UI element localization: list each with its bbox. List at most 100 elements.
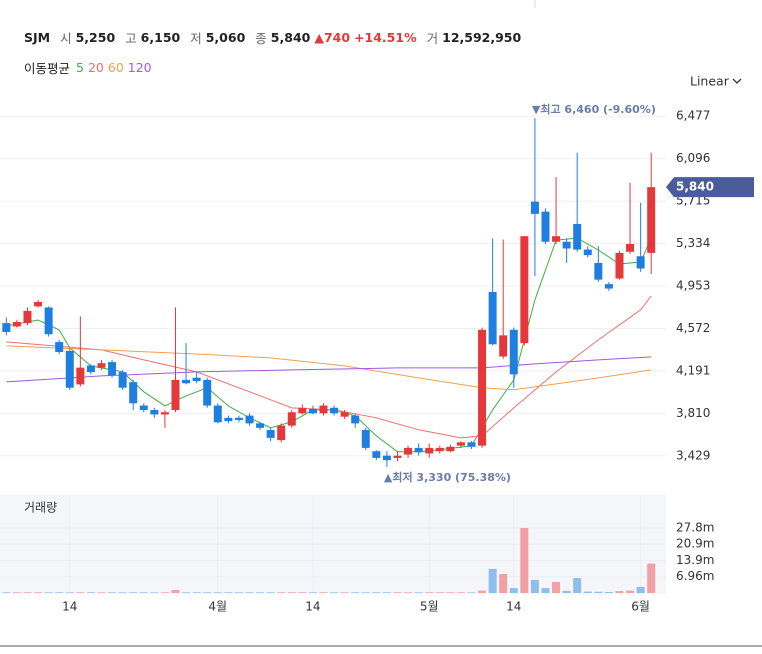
y-tick-label: 5,334: [676, 236, 710, 250]
value: 5,060: [205, 30, 246, 45]
candle-body: [171, 379, 180, 411]
volume-bar: [234, 592, 243, 593]
volume-bar: [308, 592, 317, 593]
ma-label: 이동평균: [24, 61, 71, 76]
y-tick-label: 4,191: [676, 363, 710, 377]
volume-bar: [55, 592, 64, 593]
y2-tick-label: 6.96m: [676, 569, 714, 583]
value: 6,150: [140, 30, 181, 45]
x-tick-label: 4월: [208, 600, 227, 614]
volume-bar: [562, 590, 571, 593]
candle-body: [160, 412, 169, 415]
candle-body: [34, 301, 43, 307]
candle-body: [499, 335, 508, 357]
volume-bar: [446, 592, 455, 593]
volume-bar: [541, 588, 550, 593]
volume-bar: [626, 590, 635, 593]
volume-bar: [182, 592, 191, 593]
volume-bar: [319, 592, 328, 593]
candle-body: [604, 284, 613, 289]
change-pct: +14.51%: [354, 30, 417, 45]
candle-body: [234, 417, 243, 421]
y-tick-label: 6,096: [676, 151, 710, 165]
y2-tick-label: 20.9m: [676, 537, 714, 551]
volume-bar: [12, 592, 21, 593]
candle-body: [192, 377, 201, 382]
label: 고: [125, 31, 137, 46]
quote-header: SJM 시 5,250 고 6,150 저 5,060 종 5,840 ▲740 +14.…: [24, 28, 521, 47]
volume-bar: [23, 592, 32, 593]
volume-bar: [266, 592, 275, 593]
candle-body: [467, 442, 476, 447]
volume-bar: [414, 592, 423, 593]
candle-body: [287, 412, 296, 426]
volume-bar: [224, 592, 233, 593]
candle-body: [319, 405, 328, 414]
volume-bar: [552, 582, 561, 593]
chevron[interactable]: [732, 78, 742, 84]
x-tick-label: 14: [506, 600, 521, 614]
candle-body: [203, 379, 212, 406]
ma-line: [6, 237, 652, 453]
ma-line: [6, 295, 652, 439]
scale-menu[interactable]: Linear: [690, 74, 730, 89]
volume-bar: [2, 592, 11, 593]
volume-bar: [604, 592, 613, 593]
volume-bar: [44, 592, 53, 593]
label: 종: [255, 31, 267, 46]
candle-body: [382, 455, 391, 461]
change: ▲740: [314, 30, 351, 45]
candle-body: [393, 455, 402, 458]
candle-body: [224, 417, 233, 422]
annotation: ▼최고 6,460 (-9.60%): [532, 102, 656, 116]
candle-body: [23, 310, 32, 324]
volume-bar: [287, 592, 296, 593]
volume-bar: [404, 592, 413, 593]
candle-body: [372, 451, 381, 458]
volume-bar: [160, 592, 169, 593]
candle-body: [12, 321, 21, 327]
ma-line: [6, 345, 652, 391]
volume-bar: [34, 592, 43, 593]
volume-bar: [192, 592, 201, 593]
ma-legend-entry: 5: [76, 60, 84, 75]
label: 거: [426, 31, 439, 46]
candle-body: [647, 187, 656, 253]
x-tick-label: 6월: [631, 600, 650, 614]
x-tick-label: 14: [305, 600, 320, 614]
y-tick-label: 3,810: [676, 406, 710, 420]
volume-bar: [382, 592, 391, 593]
candle-body: [425, 447, 434, 454]
candle-body: [139, 405, 148, 411]
candle-body: [44, 307, 53, 335]
volume-bar: [594, 591, 603, 593]
volume-bar: [520, 527, 529, 593]
candle-body: [97, 363, 106, 368]
candle-body: [541, 211, 550, 242]
volume-bar: [298, 592, 307, 593]
volume-bar: [372, 592, 381, 593]
volume-bar: [76, 592, 85, 593]
candle-body: [298, 407, 307, 414]
ma-line: [6, 356, 652, 383]
volume-bar: [65, 592, 74, 593]
y2-tick-label: 27.8m: [676, 520, 714, 534]
candle-body: [86, 365, 95, 373]
candle-body: [182, 379, 191, 384]
candle-body: [351, 415, 360, 424]
candle-body: [414, 447, 423, 453]
volume-bar: [647, 563, 656, 593]
ma-legend-entry: 20: [87, 60, 104, 75]
volume-bar: [86, 592, 95, 593]
volume-bar: [108, 592, 117, 593]
volume-bar: [393, 592, 402, 593]
candle-body: [562, 241, 571, 249]
candle-body: [150, 410, 159, 415]
candle-body: [118, 372, 127, 388]
volume-bar: [256, 592, 265, 593]
candle-body: [573, 223, 582, 250]
candle-body: [2, 323, 11, 333]
candle-body: [456, 442, 465, 446]
